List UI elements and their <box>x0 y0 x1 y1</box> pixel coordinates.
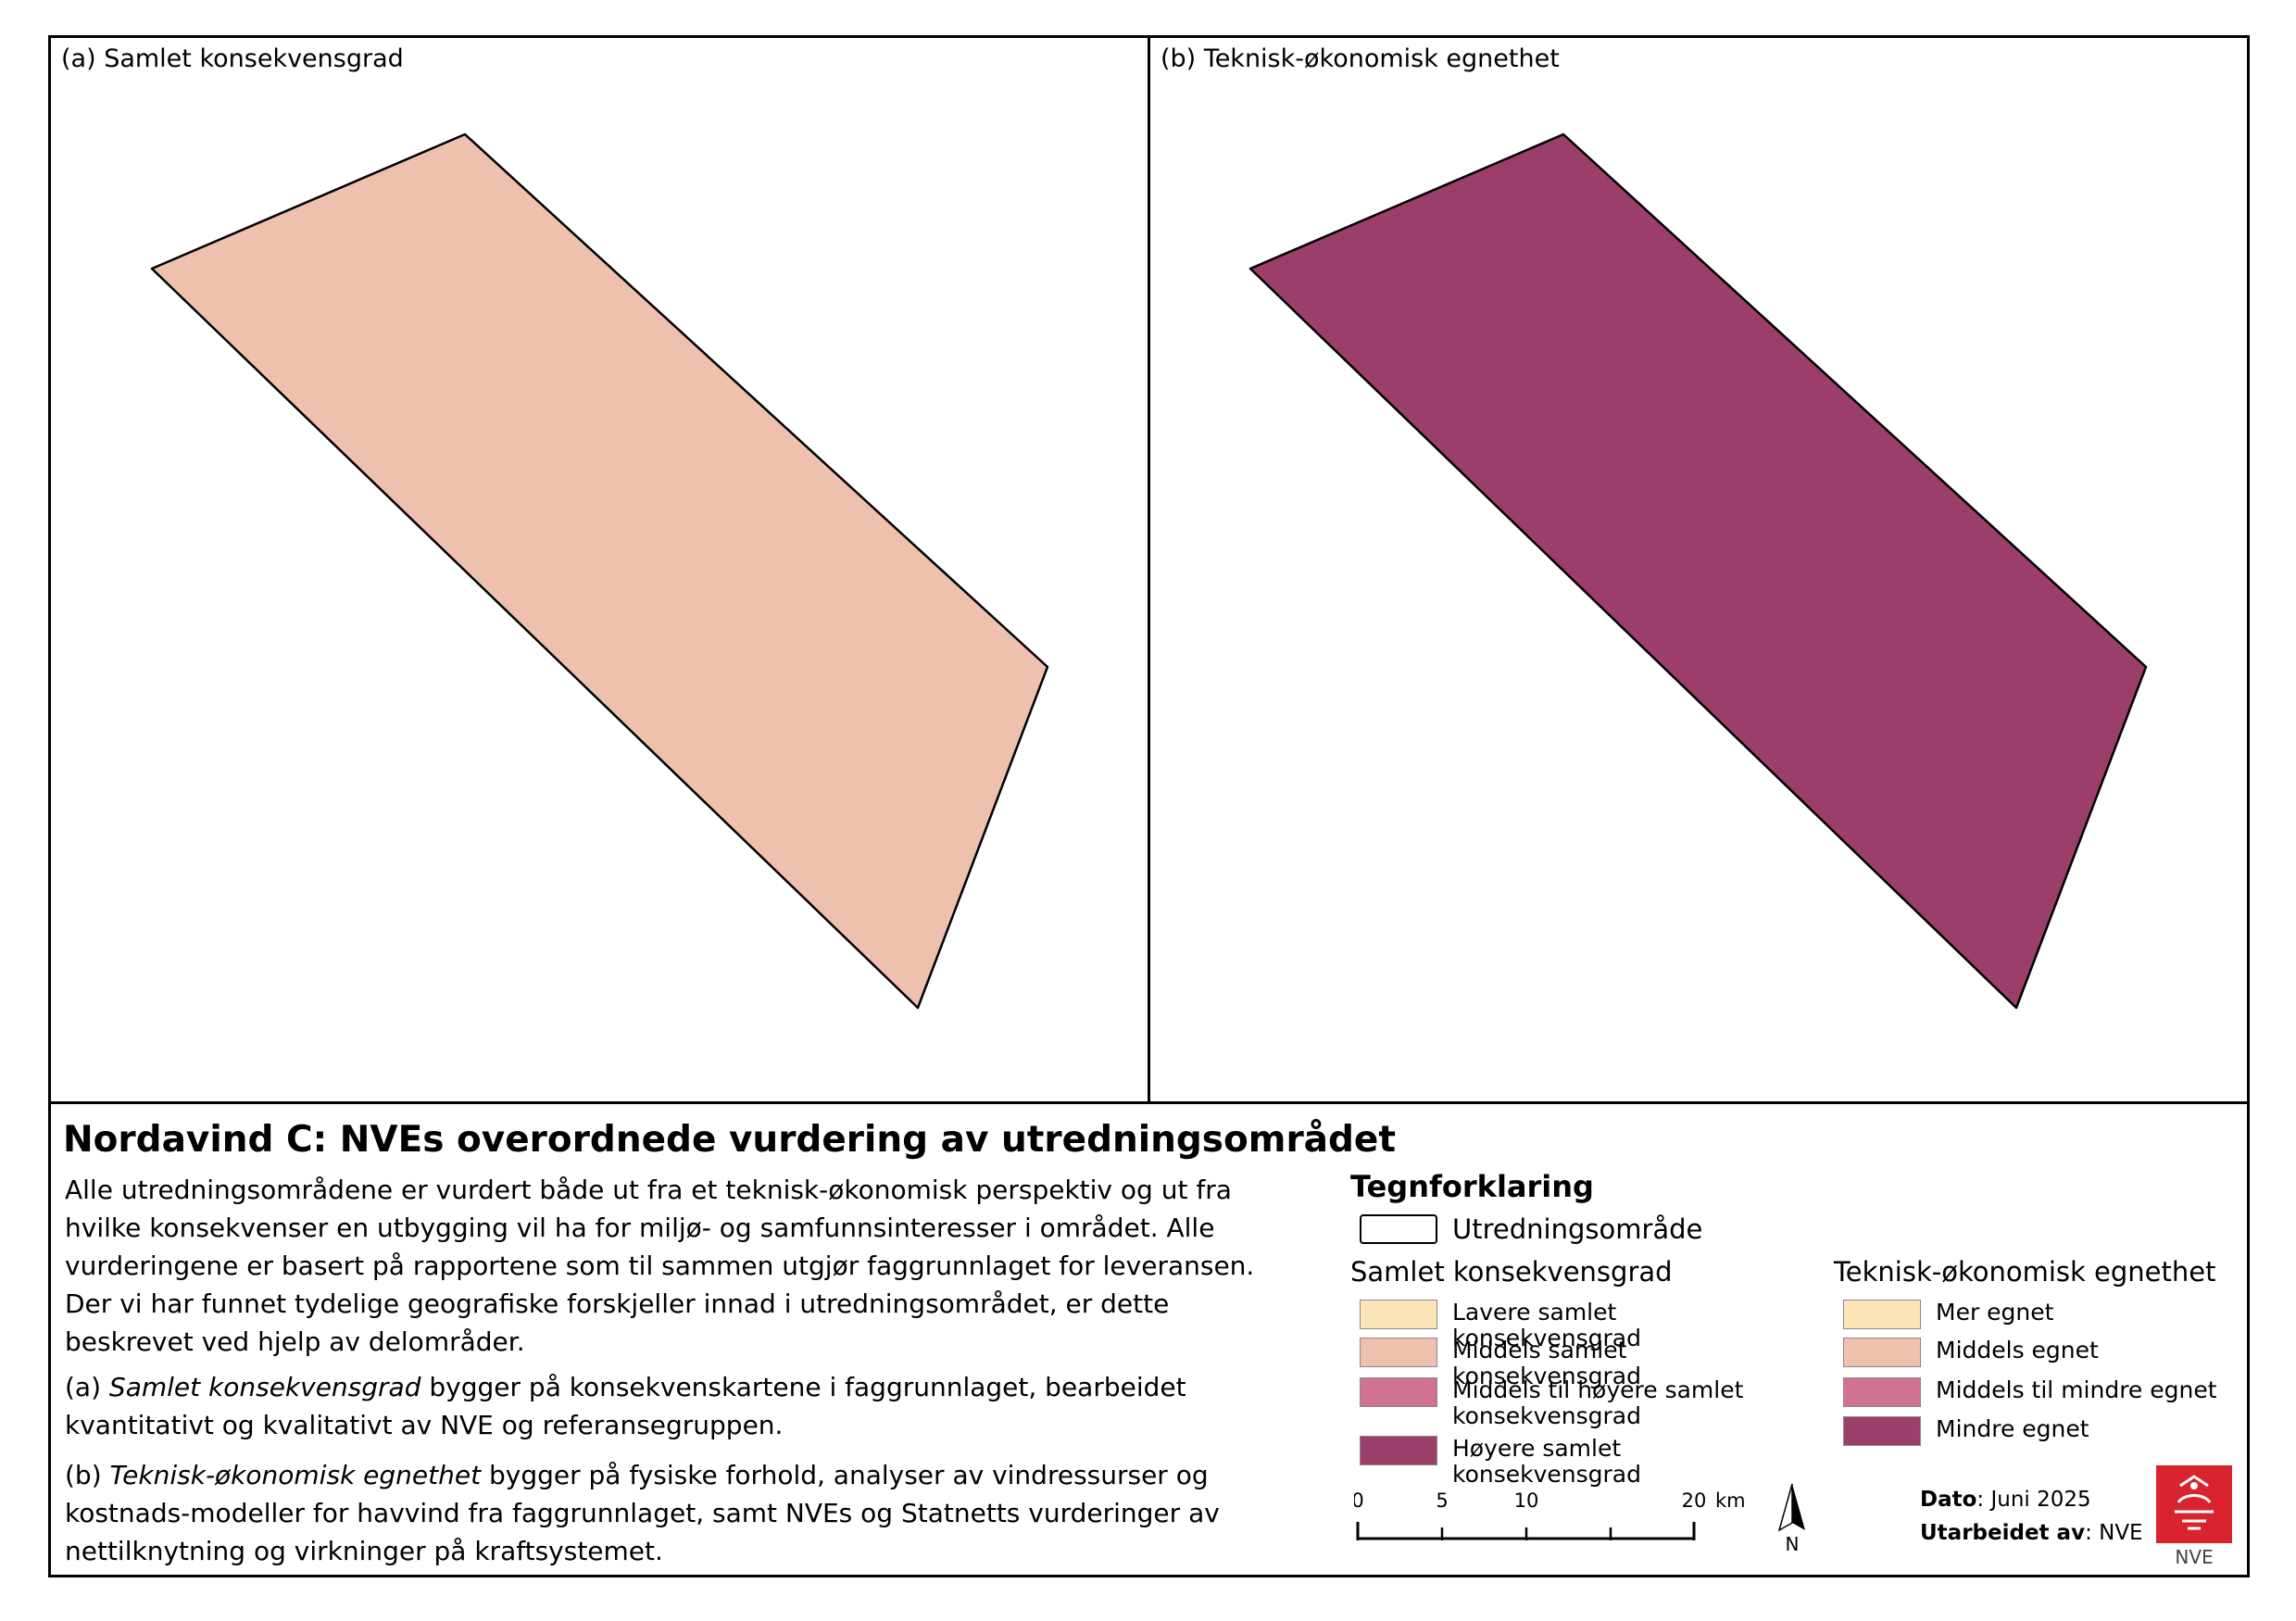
suitability-legend-swatch <box>1843 1338 1921 1367</box>
suitability-legend-label: Middels til mindre egnet <box>1936 1376 2217 1403</box>
outline-label: Utredningsområde <box>1452 1213 1703 1245</box>
scale-unit-label: km <box>1715 1489 1746 1512</box>
panel-a-title: (a) Samlet konsekvensgrad <box>61 44 404 73</box>
legend-title: Tegnforklaring <box>1350 1169 1594 1204</box>
scale-bar: 0 5 10 20 km <box>1354 1489 1746 1540</box>
description-paragraph-1: Alle utredningsområdene er vurdert både … <box>65 1175 1255 1357</box>
consequence-legend-swatch <box>1360 1338 1437 1367</box>
suitability-legend-swatch <box>1843 1377 1921 1407</box>
suitability-legend-label: Mer egnet <box>1936 1299 2054 1326</box>
description-paragraph-2: (a) Samlet konsekvensgrad bygger på kons… <box>65 1368 1297 1444</box>
consequence-legend-label: Middels samlet konsekvensgrad <box>1452 1337 1641 1389</box>
paragraph-2-term: Samlet konsekvensgrad <box>108 1372 421 1402</box>
consequence-legend-label: Lavere samlet konsekvensgrad <box>1452 1299 1641 1351</box>
consequence-legend-swatch <box>1360 1300 1437 1329</box>
north-label: N <box>1786 1533 1800 1554</box>
page-title: Nordavind C: NVEs overordnede vurdering … <box>63 1119 1397 1161</box>
scale-tick-label: 0 <box>1354 1489 1364 1512</box>
suitability-legend-swatch <box>1843 1300 1921 1329</box>
consequence-legend-swatch <box>1360 1436 1437 1465</box>
paragraph-3-lead: (b) <box>65 1460 102 1490</box>
suitability-legend-label: Mindre egnet <box>1936 1415 2089 1442</box>
paragraph-3-text: bygger på fysiske forhold, analyser av v… <box>65 1460 1220 1566</box>
date-label: Dato <box>1920 1488 1977 1512</box>
study-area-polygon-b[interactable] <box>1248 132 2148 1010</box>
date-line: Dato: Juni 2025 <box>1920 1488 2091 1512</box>
paragraph-2-text: bygger på konsekvenskartene i faggrunnla… <box>65 1372 1186 1440</box>
consequence-heading: Samlet konsekvensgrad <box>1350 1256 1673 1288</box>
scale-tick-label: 5 <box>1436 1489 1448 1512</box>
scale-tick-label: 10 <box>1514 1489 1539 1512</box>
suitability-legend-label: Middels egnet <box>1936 1337 2099 1363</box>
nve-logo: NVE <box>2156 1465 2232 1568</box>
suitability-legend-swatch <box>1843 1416 1921 1446</box>
author-label: Utarbeidet av <box>1920 1521 2086 1545</box>
nve-logo-icon: NVE <box>2156 1465 2232 1568</box>
consequence-legend-swatch <box>1360 1377 1437 1407</box>
consequence-legend-label: Høyere samlet konsekvensgrad <box>1452 1435 1641 1488</box>
scale-tick-label: 20 <box>1682 1489 1707 1512</box>
logo-text: NVE <box>2175 1546 2213 1567</box>
panel-b-title: (b) Teknisk-økonomisk egnethet <box>1161 44 1560 73</box>
study-area-polygon-a[interactable] <box>150 132 1049 1010</box>
consequence-legend-label: Middels til høyere samlet konsekvensgrad <box>1452 1376 1744 1429</box>
paragraph-3-term: Teknisk-økonomisk egnethet <box>109 1460 482 1490</box>
outline-swatch <box>1360 1214 1437 1244</box>
suitability-heading: Teknisk-økonomisk egnethet <box>1834 1256 2216 1288</box>
author-line: Utarbeidet av: NVE <box>1920 1521 2143 1545</box>
author-value: : NVE <box>2085 1521 2143 1545</box>
date-value: : Juni 2025 <box>1976 1488 2091 1512</box>
paragraph-2-lead: (a) <box>65 1372 102 1402</box>
description-paragraph-3: (b) Teknisk-økonomisk egnethet bygger på… <box>65 1456 1297 1570</box>
info-panel <box>48 1101 2250 1577</box>
north-arrow-icon: N <box>1777 1483 1805 1554</box>
